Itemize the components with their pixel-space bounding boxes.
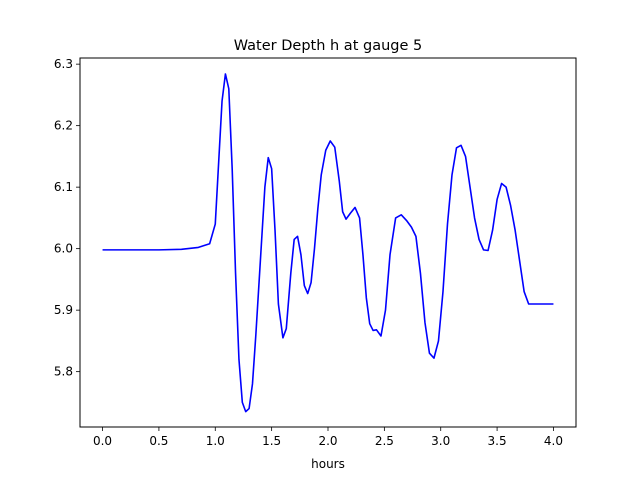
x-tick-label: 3.5 — [488, 434, 507, 448]
x-tick-label: 1.0 — [206, 434, 225, 448]
x-tick-label: 1.5 — [262, 434, 281, 448]
y-tick-label: 6.0 — [54, 242, 73, 256]
series-line-0 — [102, 73, 554, 413]
x-tick-label: 2.5 — [375, 434, 394, 448]
y-axis: 5.8 5.9 6.0 6.1 6.2 6.3 — [54, 57, 80, 379]
x-tick-label: 2.0 — [318, 434, 337, 448]
y-tick-label: 6.2 — [54, 119, 73, 133]
y-tick-label: 5.8 — [54, 365, 73, 379]
y-tick-label: 5.9 — [54, 303, 73, 317]
x-tick-label: 0.0 — [93, 434, 112, 448]
y-tick-label: 6.3 — [54, 57, 73, 71]
chart-title: Water Depth h at gauge 5 — [234, 38, 422, 54]
y-tick-label: 6.1 — [54, 180, 73, 194]
x-axis-label: hours — [311, 457, 345, 471]
x-tick-label: 3.0 — [431, 434, 450, 448]
x-tick-label: 0.5 — [149, 434, 168, 448]
x-axis: 0.0 0.5 1.0 1.5 2.0 2.5 3.0 3.5 4.0 — [93, 427, 563, 448]
x-tick-label: 4.0 — [544, 434, 563, 448]
